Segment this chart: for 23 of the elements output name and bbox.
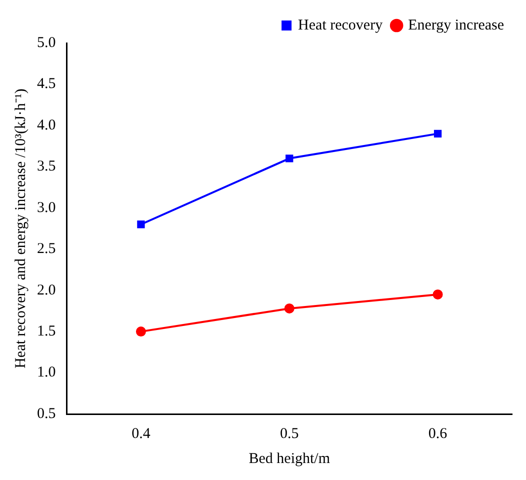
y-tick-label: 3.0 xyxy=(37,200,56,216)
x-axis-title: Bed height/m xyxy=(248,450,330,467)
point xyxy=(434,130,442,138)
y-tick-label: 0.5 xyxy=(37,406,56,422)
y-tick-label: 5.0 xyxy=(37,34,56,51)
y-tick-label: 2.0 xyxy=(37,282,56,298)
point xyxy=(432,289,443,300)
x-tick-label: 0.6 xyxy=(428,426,448,442)
point xyxy=(136,326,146,337)
point xyxy=(284,303,294,314)
x-tick-label: 0.5 xyxy=(280,426,299,442)
legend-label: Heat recovery xyxy=(298,17,384,34)
point xyxy=(137,220,145,228)
y-tick-label: 3.5 xyxy=(37,158,56,175)
x-tick-label: 0.4 xyxy=(132,426,151,442)
y-tick-label: 1.5 xyxy=(37,323,56,340)
y-tick-label: 4.5 xyxy=(37,76,56,92)
legend-label: Energy increase xyxy=(408,17,504,34)
y-tick-label: 1.0 xyxy=(37,364,56,381)
y-axis-title: Heat recovery and energy increase /10³(kJ·h⁻¹) xyxy=(12,88,29,368)
y-tick-label: 4.0 xyxy=(37,117,56,134)
y-tick-label: 2.5 xyxy=(37,241,56,258)
point xyxy=(286,154,294,162)
